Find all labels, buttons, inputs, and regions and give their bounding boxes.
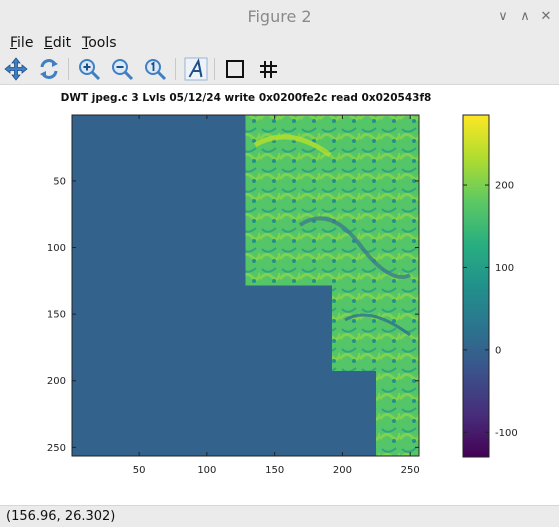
figure-canvas[interactable]: DWT jpeg.c 3 Lvls 05/12/24 write 0x0200f…	[0, 85, 559, 505]
colorbar-tick-label: 0	[495, 345, 501, 356]
menu-edit[interactable]: Edit	[44, 35, 71, 51]
x-tick-label: 250	[401, 465, 420, 476]
x-tick-label: 100	[197, 465, 216, 476]
menu-tools-mnemonic: T	[82, 35, 89, 51]
zoom-in-icon[interactable]	[77, 57, 101, 81]
colorbar-tick-label: -100	[495, 428, 518, 439]
pan-icon[interactable]	[4, 57, 28, 81]
rotate-icon[interactable]	[37, 57, 61, 81]
menu-file-mnemonic: F	[10, 35, 18, 51]
cursor-coordinates: (156.96, 26.302)	[6, 509, 116, 524]
menu-bar: File Edit Tools	[0, 34, 559, 54]
grid-icon[interactable]	[256, 57, 280, 81]
toolbar-separator	[175, 58, 176, 80]
menu-tools-rest: ools	[88, 35, 117, 51]
axes-box-icon[interactable]	[223, 57, 247, 81]
y-axis-ticks: 50 100 150 200 250	[47, 176, 419, 454]
minimize-icon[interactable]: ∨	[498, 9, 508, 24]
colorbar-tick-label: 200	[495, 181, 514, 192]
zoom-reset-icon[interactable]	[143, 57, 167, 81]
colorbar-ticks: -100 0 100 200	[463, 181, 518, 439]
text-tool-icon[interactable]	[184, 57, 208, 81]
toolbar-separator	[68, 58, 69, 80]
menu-file[interactable]: File	[10, 35, 33, 51]
level-2-approximation-region	[332, 285, 419, 371]
x-tick-label: 200	[333, 465, 352, 476]
menu-file-rest: ile	[17, 35, 34, 51]
heatmap-image	[72, 115, 419, 456]
status-bar: (156.96, 26.302)	[0, 505, 559, 527]
menu-edit-mnemonic: E	[44, 35, 53, 51]
maximize-icon[interactable]: ∧	[520, 9, 530, 24]
y-tick-label: 150	[47, 310, 66, 321]
y-tick-label: 50	[53, 176, 66, 187]
colorbar-gradient	[462, 114, 490, 458]
close-icon[interactable]: ✕	[540, 9, 552, 24]
menu-edit-rest: dit	[52, 35, 72, 51]
menu-tools[interactable]: Tools	[82, 35, 117, 51]
x-axis-ticks: 50 100 150 200 250	[133, 115, 420, 476]
y-tick-label: 250	[47, 443, 66, 454]
figure-title: DWT jpeg.c 3 Lvls 05/12/24 write 0x0200f…	[61, 92, 432, 104]
toolbar-separator	[214, 58, 215, 80]
y-tick-label: 100	[47, 243, 66, 254]
colorbar: -100 0 100 200	[462, 114, 518, 458]
y-tick-label: 200	[47, 376, 66, 387]
toolbar	[0, 54, 559, 85]
window-titlebar: Figure 2 ∨ ∧ ✕	[0, 0, 559, 35]
zoom-out-icon[interactable]	[110, 57, 134, 81]
figure-svg: DWT jpeg.c 3 Lvls 05/12/24 write 0x0200f…	[47, 92, 518, 476]
axes-frame	[71, 114, 420, 457]
colorbar-tick-label: 100	[495, 263, 514, 274]
x-tick-label: 50	[133, 465, 146, 476]
level-3-approximation-region	[376, 371, 419, 456]
window-title: Figure 2	[247, 7, 312, 26]
level-1-approximation-region	[245, 115, 419, 286]
x-tick-label: 150	[265, 465, 284, 476]
